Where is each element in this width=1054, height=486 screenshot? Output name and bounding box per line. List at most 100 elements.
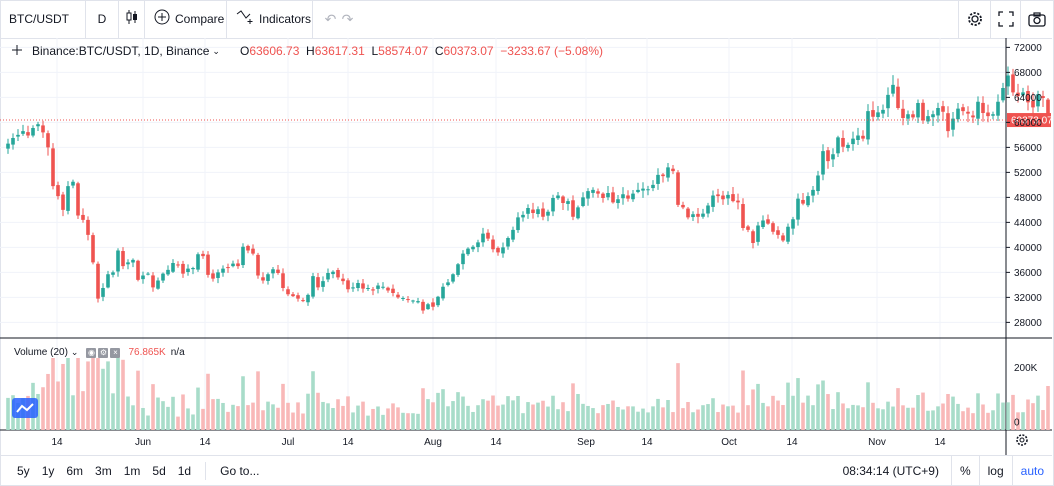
- candle-body: [651, 184, 655, 189]
- volume-bar: [991, 410, 995, 430]
- time-tick-label: Jul: [282, 437, 295, 448]
- range-5y[interactable]: 5y: [17, 464, 30, 478]
- price-tick-label: 32000: [1014, 293, 1042, 304]
- volume-bar: [311, 371, 315, 430]
- volume-bar: [1016, 412, 1020, 430]
- volume-bar: [966, 407, 970, 430]
- range-6m[interactable]: 6m: [66, 464, 84, 478]
- settings-gear-icon[interactable]: [958, 0, 990, 38]
- volume-bar: [66, 358, 70, 430]
- volume-bar: [686, 401, 690, 430]
- compare-button[interactable]: Compare: [145, 0, 227, 38]
- range-5d[interactable]: 5d: [152, 464, 166, 478]
- volume-bar: [641, 408, 645, 430]
- candle-body: [161, 273, 165, 281]
- volume-bar: [61, 363, 65, 430]
- volume-bar: [936, 406, 940, 430]
- volume-bar: [341, 405, 345, 430]
- volume-bar: [306, 393, 310, 430]
- candle-body: [21, 131, 25, 134]
- close-icon[interactable]: ×: [110, 347, 121, 358]
- candle-body: [546, 211, 550, 216]
- time-tick-label: 14: [490, 437, 502, 448]
- volume-bar: [126, 396, 130, 430]
- symbol-search-button[interactable]: BTC/USDT: [0, 0, 86, 38]
- volume-bar: [136, 370, 140, 430]
- volume-bar: [146, 415, 150, 430]
- volume-label[interactable]: Volume (20): [14, 347, 68, 358]
- log-toggle[interactable]: log: [978, 456, 1012, 486]
- low-value: 58574.07: [378, 44, 429, 58]
- candle-body: [296, 295, 300, 299]
- candle-body: [81, 214, 85, 220]
- top-toolbar: BTC/USDT D Compare Indicators ↶ ↷: [0, 0, 1052, 39]
- volume-bar: [301, 413, 305, 430]
- legend-symbol[interactable]: Binance:BTC/USDT, 1D, Binance: [32, 44, 210, 58]
- candle-body: [611, 192, 615, 203]
- auto-toggle[interactable]: auto: [1011, 456, 1052, 486]
- candle-body: [1036, 94, 1040, 107]
- chart-logo-icon: [12, 398, 38, 418]
- candle-body: [636, 189, 640, 193]
- price-tick-label: 48000: [1014, 193, 1042, 204]
- candle-body: [601, 193, 605, 198]
- volume-bar: [41, 387, 45, 430]
- volume-bar: [1031, 403, 1035, 430]
- volume-bar: [761, 402, 765, 430]
- price-chart[interactable]: 60373.07 28000 32000 36000 40000 44000 48000 52…: [0, 38, 1052, 455]
- eye-icon[interactable]: ◉: [86, 347, 97, 358]
- candle-body: [1026, 91, 1030, 103]
- candle-body: [731, 194, 735, 202]
- volume-bar: [556, 409, 560, 430]
- volume-bar: [516, 395, 520, 430]
- volume-bar: [181, 394, 185, 430]
- candle-body: [91, 235, 95, 263]
- candle-body: [71, 181, 75, 186]
- volume-bar: [536, 402, 540, 430]
- candle-body: [141, 275, 145, 280]
- volume-bar: [526, 402, 530, 430]
- candle-body: [256, 254, 260, 276]
- candle-body: [801, 199, 805, 204]
- chevron-down-icon[interactable]: ⌄: [70, 347, 79, 357]
- range-1d[interactable]: 1d: [177, 464, 192, 478]
- chart-style-button[interactable]: [119, 0, 145, 38]
- volume-ma-value: n/a: [170, 347, 185, 358]
- time-tick-label: 14: [934, 437, 946, 448]
- volume-bar: [756, 383, 760, 430]
- clock[interactable]: 08:34:14 (UTC+9): [842, 464, 939, 478]
- range-1m[interactable]: 1m: [123, 464, 141, 478]
- indicators-button[interactable]: Indicators: [227, 0, 313, 38]
- volume-bar: [96, 358, 100, 430]
- volume-bar: [711, 398, 715, 430]
- interval-button[interactable]: D: [86, 0, 119, 38]
- candle-body: [781, 235, 785, 241]
- range-3m[interactable]: 3m: [95, 464, 112, 478]
- volume-bar: [76, 358, 80, 430]
- settings-small-icon[interactable]: ⚙: [98, 347, 109, 358]
- time-tick-label: Oct: [721, 437, 737, 448]
- candle-body: [996, 101, 1000, 116]
- axis-settings-icon[interactable]: [1016, 434, 1028, 446]
- candle-body: [596, 191, 600, 194]
- camera-icon[interactable]: [1020, 0, 1052, 38]
- volume-bars: [6, 358, 1050, 430]
- fullscreen-icon[interactable]: [990, 0, 1020, 38]
- goto-button[interactable]: Go to...: [220, 464, 260, 478]
- range-1y[interactable]: 1y: [41, 464, 55, 478]
- candle-body: [576, 207, 580, 219]
- candle-body: [1031, 100, 1035, 108]
- candle-body: [66, 186, 70, 211]
- drag-handle-icon[interactable]: [12, 44, 24, 58]
- chevron-down-icon[interactable]: ⌄: [212, 45, 220, 56]
- volume-bar: [571, 383, 575, 430]
- candle-body: [76, 183, 80, 216]
- volume-bar: [1006, 402, 1010, 430]
- candle-body: [1011, 74, 1015, 93]
- volume-bar: [821, 380, 825, 430]
- redo-icon[interactable]: ↷: [341, 10, 354, 27]
- undo-icon[interactable]: ↶: [324, 10, 337, 27]
- candle-body: [36, 124, 40, 127]
- candle-body: [136, 260, 140, 280]
- percent-toggle[interactable]: %: [950, 456, 979, 486]
